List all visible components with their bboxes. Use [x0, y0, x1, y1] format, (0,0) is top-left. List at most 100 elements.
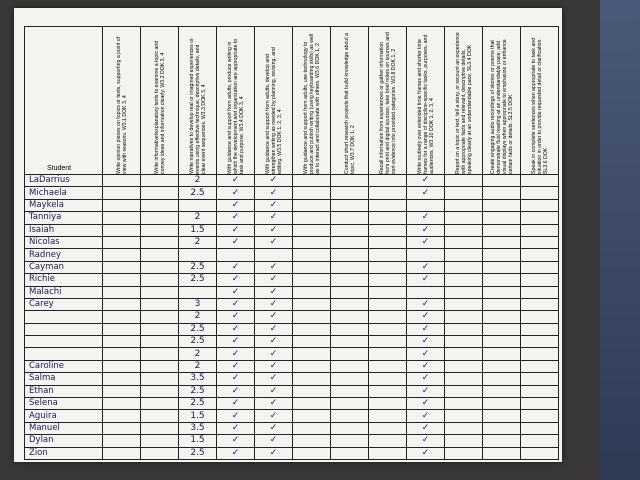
- grade-cell: [368, 310, 407, 324]
- grade-cell: [444, 211, 483, 225]
- student-row: Carey 3 ✓ ✓ ✓: [24, 297, 559, 312]
- grade-cell: [140, 434, 179, 448]
- standard-text: Conduct short research projects that bui…: [343, 32, 356, 174]
- student-row: Caroline 2 ✓ ✓ ✓: [24, 359, 559, 374]
- grade-cell: ✓: [216, 397, 255, 411]
- grade-cell: ✓: [216, 322, 255, 337]
- student-name: [24, 322, 103, 337]
- grade-cell: [444, 297, 483, 312]
- grade-cell: [520, 397, 559, 411]
- grade-cell: [292, 347, 331, 361]
- grade-cell: [444, 223, 483, 237]
- grade-cell: [292, 223, 331, 237]
- grade-cell: [140, 235, 179, 250]
- grade-cell: [102, 260, 141, 275]
- grade-cell: [444, 372, 483, 386]
- student-row: 2 ✓ ✓ ✓: [24, 310, 559, 324]
- grade-cell: 2: [178, 359, 217, 374]
- student-name: [24, 335, 103, 349]
- grade-cell: [368, 409, 407, 423]
- student-name: [24, 310, 103, 324]
- grade-cell: 2.5: [178, 273, 217, 287]
- student-row: Maykela ✓ ✓: [24, 198, 559, 213]
- grade-cell: [482, 223, 521, 237]
- grade-cell: [520, 384, 559, 399]
- grade-cell: [482, 310, 521, 324]
- grade-cell: [102, 273, 141, 287]
- grade-cell: [368, 446, 407, 461]
- grade-cell: [368, 235, 407, 250]
- column-header: Create engaging audio recordings of stor…: [482, 26, 521, 175]
- grade-cell: ✓: [406, 273, 445, 287]
- grade-cell: ✓: [216, 310, 255, 324]
- grade-cell: [520, 173, 559, 188]
- standard-text: Create engaging audio recordings of stor…: [489, 39, 514, 174]
- grade-cell: [102, 211, 141, 225]
- grade-cell: [368, 434, 407, 448]
- grade-cell: [368, 173, 407, 188]
- grade-cell: [140, 322, 179, 337]
- grade-cell: [292, 173, 331, 188]
- grade-cell: ✓: [254, 260, 293, 275]
- student-row: Salma 3.5 ✓ ✓ ✓: [24, 372, 559, 386]
- grade-cell: [444, 322, 483, 337]
- grade-cell: [292, 273, 331, 287]
- grade-cell: [520, 273, 559, 287]
- grade-cell: [444, 347, 483, 361]
- grade-cell: [520, 409, 559, 423]
- grade-cell: ✓: [216, 434, 255, 448]
- grade-cell: [368, 397, 407, 411]
- grade-cell: [292, 297, 331, 312]
- grade-cell: [482, 372, 521, 386]
- grade-cell: [178, 198, 217, 213]
- grade-cell: ✓: [406, 397, 445, 411]
- grade-cell: 3.5: [178, 372, 217, 386]
- grade-cell: [330, 409, 369, 423]
- grade-cell: [292, 285, 331, 299]
- grade-cell: ✓: [216, 223, 255, 237]
- grade-cell: [520, 434, 559, 448]
- grade-cell: [292, 372, 331, 386]
- grade-cell: [330, 297, 369, 312]
- student-name: Ethan: [24, 384, 103, 399]
- paper-sheet: Student Write opinion pieces on topics or…: [14, 8, 562, 462]
- grade-cell: [140, 384, 179, 399]
- grade-cell: ✓: [406, 223, 445, 237]
- grade-cell: [482, 260, 521, 275]
- grade-cell: ✓: [254, 235, 293, 250]
- grade-cell: 2: [178, 235, 217, 250]
- grade-cell: [330, 186, 369, 200]
- grade-cell: [140, 409, 179, 423]
- grade-cell: [140, 248, 179, 262]
- grade-cell: 2: [178, 173, 217, 188]
- grade-cell: [102, 446, 141, 461]
- grade-cell: [254, 248, 293, 262]
- grade-cell: [482, 397, 521, 411]
- grade-cell: [482, 434, 521, 448]
- grade-cell: ✓: [254, 397, 293, 411]
- grade-cell: [482, 273, 521, 287]
- student-row: 2 ✓ ✓ ✓: [24, 347, 559, 361]
- grade-cell: [292, 335, 331, 349]
- grade-cell: ✓: [406, 260, 445, 275]
- grade-cell: [178, 248, 217, 262]
- grade-cell: [330, 260, 369, 275]
- grade-cell: [140, 397, 179, 411]
- grade-cell: [482, 248, 521, 262]
- standard-text: Speak in complete sentences when appropr…: [530, 37, 549, 174]
- grade-cell: [330, 285, 369, 299]
- grade-cell: ✓: [254, 335, 293, 349]
- grade-cell: [292, 198, 331, 213]
- student-row: Malachi ✓ ✓: [24, 285, 559, 299]
- grade-cell: [330, 198, 369, 213]
- grade-cell: [330, 347, 369, 361]
- student-row: Radney: [24, 248, 559, 262]
- grade-cell: [368, 198, 407, 213]
- student-name: Cayman: [24, 260, 103, 275]
- student-name: LaDarrius: [24, 173, 103, 188]
- grade-cell: [330, 335, 369, 349]
- header-row: Student Write opinion pieces on topics or…: [24, 26, 559, 175]
- grade-cell: 2.5: [178, 322, 217, 337]
- grade-cell: 2.5: [178, 397, 217, 411]
- grade-cell: ✓: [216, 335, 255, 349]
